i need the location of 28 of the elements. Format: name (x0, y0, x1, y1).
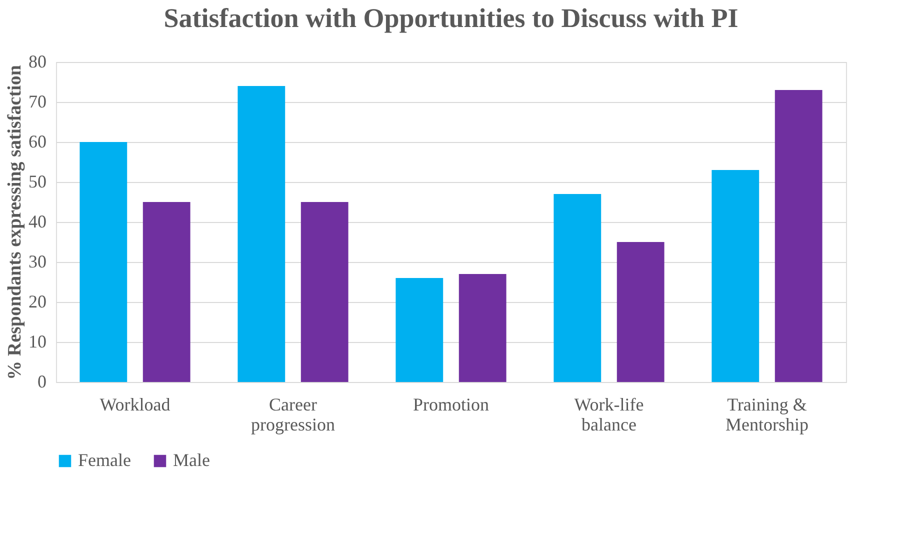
bar (774, 90, 822, 382)
y-tick-label: 30 (28, 252, 46, 272)
bar (616, 242, 664, 382)
x-tick-label: Work-life balance (574, 394, 644, 434)
bar (712, 170, 760, 382)
y-tick-label: 70 (28, 92, 46, 112)
y-tick-label: 40 (28, 212, 46, 232)
y-tick-label: 50 (28, 172, 46, 192)
bar (554, 194, 602, 382)
x-tick-label: Workload (100, 394, 170, 414)
x-tick-label: Career progression (251, 394, 335, 434)
y-tick-label: 60 (28, 132, 46, 152)
bar (300, 202, 348, 382)
bar (142, 202, 190, 382)
y-axis-title: % Respondants expressing satisfaction (4, 64, 26, 380)
y-tick-label: 80 (28, 52, 46, 72)
legend-label: Male (173, 450, 210, 470)
bar (80, 142, 128, 382)
y-tick-label: 10 (28, 332, 46, 352)
x-tick-label: Promotion (412, 394, 490, 414)
y-tick-label: 0 (38, 372, 46, 392)
legend-label: Female (78, 450, 131, 470)
y-tick-label: 20 (28, 292, 46, 312)
bar (238, 86, 286, 382)
bar (458, 274, 506, 382)
x-tick-label: Training & Mentorship (726, 394, 808, 434)
bar (396, 278, 444, 382)
chart-title: Satisfaction with Opportunities to Discuss with PI (164, 3, 738, 33)
